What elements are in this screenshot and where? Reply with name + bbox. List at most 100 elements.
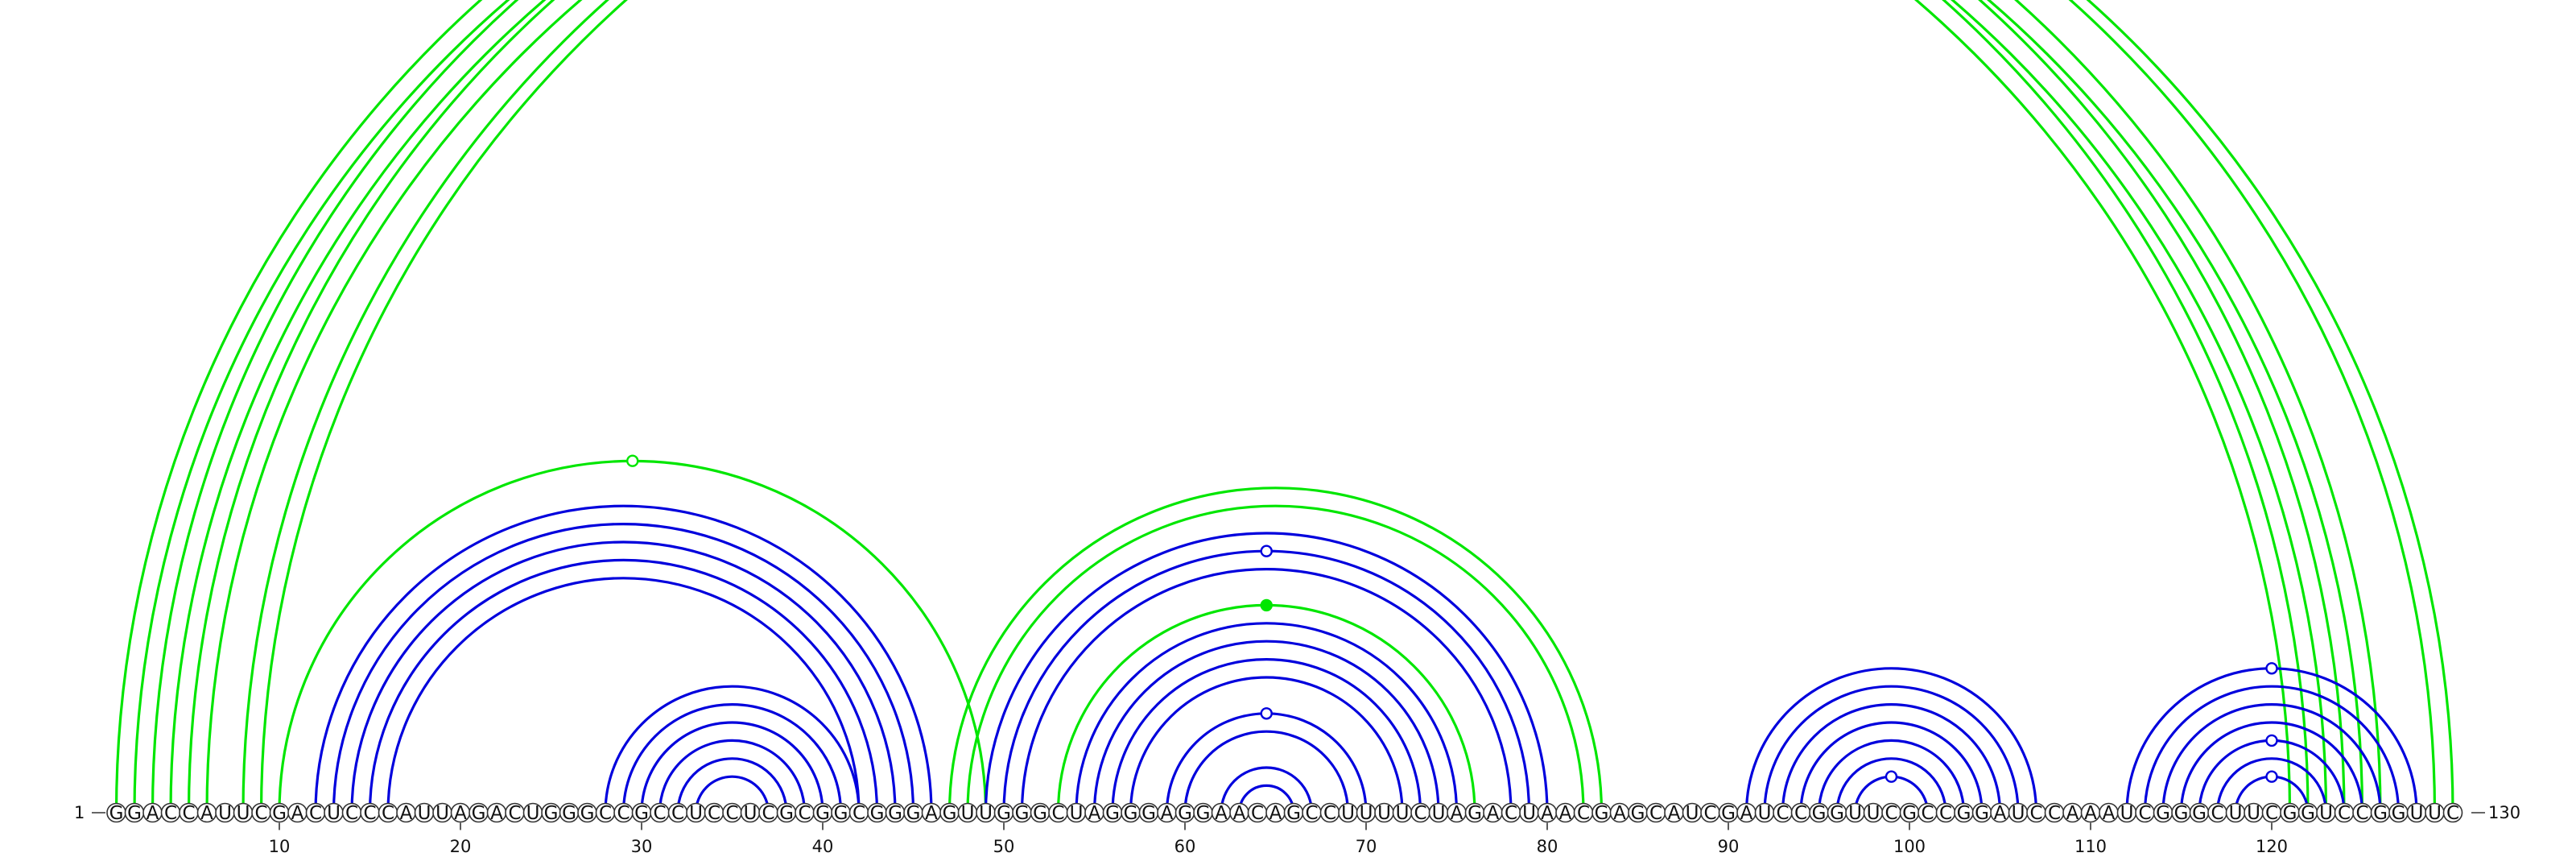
- nucleotide-124: C: [2338, 803, 2351, 824]
- nucleotide-90: G: [1721, 803, 1736, 824]
- nucleotide-72: U: [1396, 803, 1410, 824]
- nucleotide-30: G: [634, 803, 649, 824]
- nucleotide-51: G: [1015, 803, 1030, 824]
- nucleotide-21: G: [472, 803, 486, 824]
- nucleotide-9: C: [254, 803, 267, 824]
- nucleotide-12: C: [309, 803, 322, 824]
- nucleotide-67: C: [1305, 803, 1318, 824]
- nucleotide-85: G: [1631, 803, 1645, 824]
- nucleotide-36: U: [744, 803, 758, 824]
- nucleotide-24: U: [526, 803, 540, 824]
- arc-marker-112-128: [2265, 662, 2278, 675]
- nucleotide-52: G: [1033, 803, 1047, 824]
- arc-15-43: [368, 558, 879, 814]
- nucleotide-7: U: [218, 803, 232, 824]
- arc-48-82: [966, 504, 1585, 814]
- nucleotide-19: U: [436, 803, 449, 824]
- arc-60-69: [1183, 730, 1350, 814]
- arc-96-102: [1835, 757, 1947, 814]
- tick-label-50: 50: [993, 837, 1015, 856]
- arc-32-38: [676, 757, 788, 814]
- nucleotide-94: C: [1794, 803, 1807, 824]
- nucleotide-10: G: [272, 803, 287, 824]
- arc-13-45: [332, 523, 915, 814]
- nucleotide-99: C: [1885, 803, 1897, 824]
- nucleotide-37: C: [762, 803, 774, 824]
- tick-label-90: 90: [1718, 837, 1740, 856]
- nucleotide-98: U: [1867, 803, 1880, 824]
- nucleotide-105: A: [1994, 803, 2007, 824]
- nucleotide-116: G: [2192, 803, 2207, 824]
- tick-label-60: 60: [1174, 837, 1196, 856]
- nucleotide-114: G: [2156, 803, 2170, 824]
- nucleotide-2: G: [127, 803, 142, 824]
- tick-label-30: 30: [631, 837, 653, 856]
- arc-114-126: [2161, 703, 2382, 814]
- arc-30-40: [640, 721, 824, 814]
- nucleotide-75: A: [1451, 803, 1463, 824]
- nucleotide-82: C: [1577, 803, 1590, 824]
- arc-1-122: [114, 0, 2310, 814]
- arc-54-75: [1075, 622, 1459, 814]
- nucleotide-88: U: [1686, 803, 1699, 824]
- arc-49-80: [984, 532, 1549, 814]
- arc-marker-50-79: [1260, 544, 1273, 557]
- nucleotide-126: G: [2373, 803, 2388, 824]
- nucleotide-15: C: [363, 803, 376, 824]
- nucleotide-93: C: [1776, 803, 1789, 824]
- nucleotide-81: A: [1559, 803, 1572, 824]
- nucleotide-64: C: [1251, 803, 1264, 824]
- nucleotide-28: C: [599, 803, 612, 824]
- nucleotide-53: C: [1051, 803, 1064, 824]
- nucleotide-60: G: [1178, 803, 1192, 824]
- nucleotide-123: U: [2319, 803, 2333, 824]
- nucleotide-6: A: [200, 803, 213, 824]
- nucleotide-4: C: [164, 803, 177, 824]
- nucleotide-106: U: [2012, 803, 2025, 824]
- nucleotide-22: A: [490, 803, 503, 824]
- nucleotide-74: U: [1432, 803, 1446, 824]
- nucleotide-86: C: [1649, 803, 1662, 824]
- nucleotide-49: U: [979, 803, 993, 824]
- nucleotide-117: C: [2211, 803, 2223, 824]
- arc-117-123: [2215, 757, 2328, 814]
- arc-59-70: [1165, 712, 1368, 814]
- nucleotide-3: A: [147, 803, 159, 824]
- arc-6-125: [205, 0, 2364, 814]
- arc-93-105: [1781, 703, 2002, 814]
- nucleotide-120: C: [2265, 803, 2278, 824]
- nucleotide-92: U: [1758, 803, 1772, 824]
- nucleotide-103: G: [1957, 803, 1971, 824]
- nucleotide-128: U: [2410, 803, 2424, 824]
- nucleotide-97: U: [1848, 803, 1862, 824]
- start-label: 1: [74, 803, 85, 822]
- arc-marker-53-76: [1260, 598, 1273, 612]
- nucleotide-33: U: [689, 803, 703, 824]
- nucleotide-113: C: [2138, 803, 2151, 824]
- nucleotide-66: G: [1286, 803, 1301, 824]
- arc-56-73: [1111, 658, 1422, 814]
- nucleotide-56: G: [1105, 803, 1120, 824]
- arc-5-126: [187, 0, 2382, 814]
- tick-label-80: 80: [1537, 837, 1558, 856]
- arc-16-42: [386, 577, 861, 814]
- arc-marker-97-101: [1885, 770, 1898, 783]
- base-pair-arcs: [114, 0, 2454, 814]
- arc-10-49: [278, 459, 988, 814]
- nucleotide-78: C: [1505, 803, 1517, 824]
- nucleotide-108: C: [2048, 803, 2061, 824]
- nucleotide-102: C: [1939, 803, 1952, 824]
- nucleotide-76: G: [1468, 803, 1482, 824]
- nucleotide-122: G: [2301, 803, 2315, 824]
- arc-31-39: [658, 739, 807, 814]
- nucleotide-31: C: [653, 803, 666, 824]
- nucleotide-32: C: [671, 803, 684, 824]
- tick-label-20: 20: [450, 837, 472, 856]
- nucleotide-62: A: [1215, 803, 1228, 824]
- nucleotide-63: A: [1233, 803, 1246, 824]
- nucleotide-34: C: [708, 803, 720, 824]
- nucleotide-130: C: [2446, 803, 2459, 824]
- nucleotide-55: A: [1088, 803, 1101, 824]
- arc-113-127: [2143, 685, 2401, 814]
